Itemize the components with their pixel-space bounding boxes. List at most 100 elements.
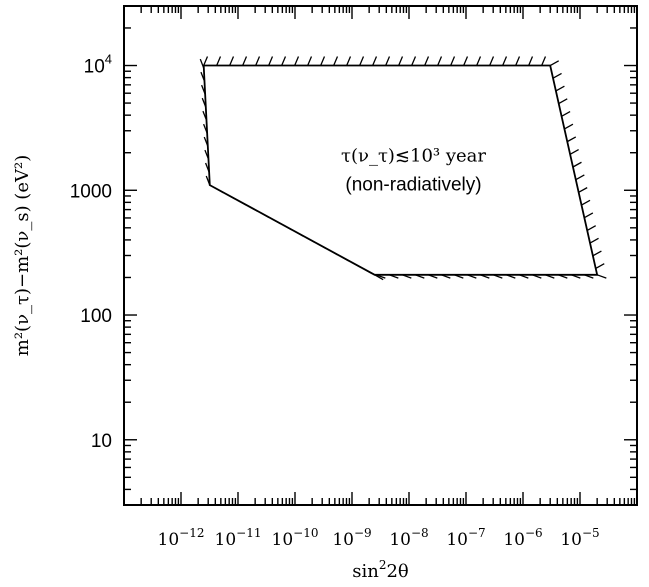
- hatch-mark: [584, 212, 594, 219]
- hatch-mark: [346, 56, 352, 66]
- x-axis-label: sin22θ: [352, 558, 409, 582]
- hatch-mark: [453, 274, 464, 279]
- hatch-mark: [502, 56, 508, 66]
- hatch-mark: [255, 56, 261, 66]
- hatch-mark: [424, 56, 430, 66]
- hatch-mark: [479, 274, 490, 279]
- hatch-mark: [201, 97, 207, 108]
- hatch-mark: [398, 56, 404, 66]
- non-radiative-annotation: (non-radiatively): [345, 174, 481, 195]
- hatch-mark: [427, 274, 438, 279]
- y-tick-label: 1000: [70, 181, 112, 202]
- hatch-mark: [305, 236, 315, 243]
- hatch-mark: [362, 268, 373, 274]
- hatch-mark: [595, 263, 605, 270]
- hatch-mark: [489, 56, 495, 66]
- hatch-mark: [583, 274, 594, 279]
- y-tick-label: 104: [84, 52, 112, 78]
- hatch-mark: [216, 56, 222, 66]
- hatch-mark: [505, 274, 516, 279]
- hatch-mark: [203, 56, 209, 66]
- hatch-mark: [199, 58, 205, 69]
- hatch-mark: [200, 71, 206, 82]
- hatch-mark: [320, 56, 326, 66]
- major-ticks: [123, 6, 637, 505]
- hatch-mark: [592, 250, 602, 257]
- region-boundary: [202, 64, 599, 276]
- x-tick-label: 10−12: [158, 526, 205, 550]
- hatch-mark: [589, 237, 599, 244]
- x-tick-label: 10−7: [446, 526, 485, 550]
- hatch-mark: [294, 56, 300, 66]
- hatch-mark: [385, 56, 391, 66]
- hatch-mark: [586, 225, 597, 231]
- hatch-mark: [596, 274, 607, 279]
- hatch-mark: [340, 255, 350, 262]
- x-tick-label: 10−5: [560, 526, 599, 550]
- x-tick-label: 10−9: [332, 526, 371, 550]
- hatch-mark: [411, 56, 417, 66]
- hatch-mark: [557, 274, 568, 279]
- hatch-mark: [515, 56, 521, 66]
- hatch-mark: [558, 98, 568, 105]
- hatch-mark: [372, 56, 378, 66]
- hatch-mark: [440, 274, 451, 279]
- hatch-mark: [317, 243, 327, 250]
- hatch-mark: [528, 56, 534, 66]
- hatch-mark: [544, 274, 555, 279]
- hatch-mark: [572, 161, 582, 168]
- hatch-mark: [566, 136, 577, 143]
- lifetime-annotation: τ(ν_τ)≲10³ year: [341, 146, 486, 167]
- hatch-mark: [307, 56, 313, 66]
- hatch-mark: [260, 212, 270, 219]
- hatch-mark: [268, 56, 274, 66]
- hatch-mark: [531, 274, 542, 279]
- hatch-mark: [541, 56, 547, 66]
- hatch-mark: [225, 193, 236, 200]
- hatch-mark: [281, 56, 287, 66]
- hatch-mark: [328, 249, 338, 256]
- hatch-mark: [463, 56, 469, 66]
- hatch-mark: [294, 230, 304, 237]
- hatch-mark: [450, 56, 456, 66]
- hatch-mark: [359, 56, 365, 66]
- minor-ticks: [124, 5, 637, 506]
- hatch-mark: [351, 261, 361, 268]
- y-tick-labels: 10 100 1000 104: [70, 52, 112, 452]
- hatch-mark: [229, 56, 235, 66]
- hatch-mark: [575, 174, 585, 181]
- hatch-mark: [283, 224, 293, 231]
- hatch-mark: [271, 218, 281, 225]
- hatch-mark: [202, 123, 208, 134]
- x-tick-label: 10−8: [389, 526, 428, 550]
- hatch-mark: [214, 187, 224, 194]
- hatch-mark: [570, 274, 581, 279]
- y-tick-label: 100: [80, 306, 112, 327]
- hatch-mark: [204, 149, 210, 160]
- hatch-mark: [205, 175, 211, 186]
- hatch-mark: [203, 136, 209, 147]
- hatch-mark: [466, 274, 477, 279]
- hatch-mark: [581, 199, 591, 206]
- hatch-mark: [202, 110, 208, 121]
- hatch-mark: [237, 199, 247, 206]
- x-tick-label: 10−11: [215, 526, 262, 550]
- hatch-mark: [492, 274, 503, 279]
- x-tick-labels: 10−12 10−11 10−10 10−9 10−8 10−7 10−6 10…: [158, 526, 600, 550]
- hatch-mark: [561, 110, 571, 117]
- x-tick-label: 10−10: [272, 526, 319, 550]
- hatch-mark: [569, 148, 579, 155]
- hatch-mark: [248, 205, 258, 212]
- hatch-mark: [333, 56, 339, 66]
- hatch-mark: [578, 187, 588, 193]
- hatch-mark: [476, 56, 482, 66]
- plot-frame: [123, 5, 638, 506]
- hatch-mark: [375, 274, 386, 279]
- hatch-mark: [555, 85, 565, 92]
- hatch-mark: [552, 72, 562, 79]
- excluded-region: [199, 56, 607, 281]
- hatch-mark: [201, 84, 206, 95]
- hatch-mark: [564, 123, 574, 130]
- hatch-mark: [414, 274, 425, 279]
